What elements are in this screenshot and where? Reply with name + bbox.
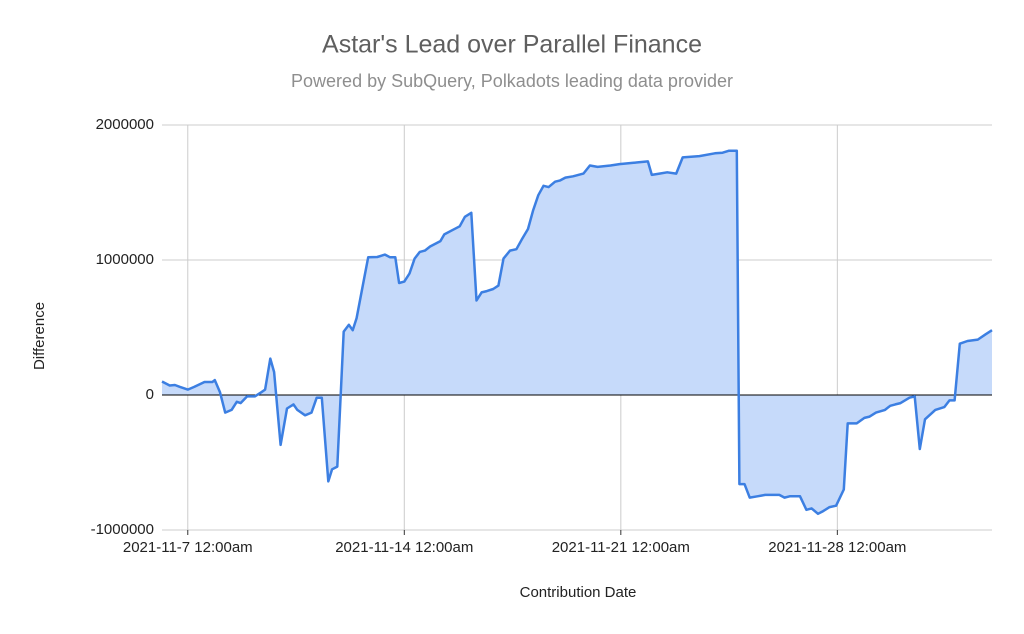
y-tick-label: 0: [146, 386, 154, 403]
x-tick-label: 2021-11-7 12:00am: [123, 539, 253, 556]
y-tick-label: -1000000: [91, 521, 154, 538]
y-axis-label: Difference: [31, 302, 48, 370]
x-tick-label: 2021-11-28 12:00am: [768, 539, 906, 556]
line: [161, 149, 993, 516]
chart-title: Astar's Lead over Parallel Finance: [322, 31, 702, 59]
chart-subtitle: Powered by SubQuery, Polkadots leading d…: [291, 71, 733, 91]
y-tick-label: 2000000: [96, 116, 154, 133]
x-axis-label: Contribution Date: [520, 584, 637, 601]
x-tick-label: 2021-11-14 12:00am: [335, 539, 473, 556]
x-tick-label: 2021-11-21 12:00am: [552, 539, 690, 556]
y-tick-label: 1000000: [96, 251, 154, 268]
area: [162, 150, 992, 514]
